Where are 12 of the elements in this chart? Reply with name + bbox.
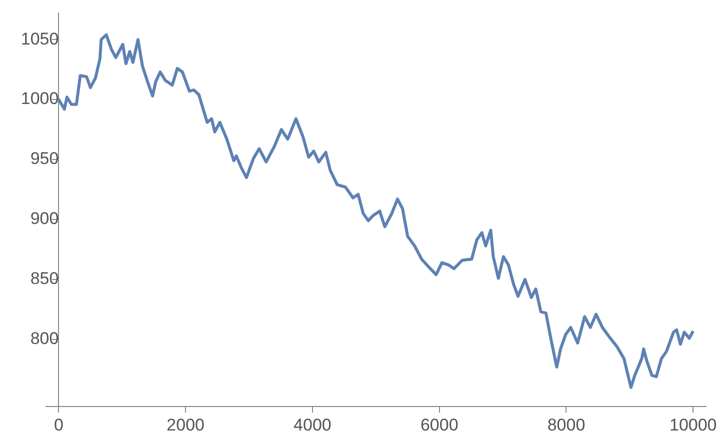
x-tick-label: 0 [54, 415, 64, 434]
x-tick-label: 8000 [547, 415, 586, 434]
y-tick-label: 1050 [20, 29, 59, 48]
y-tick-label: 850 [30, 269, 59, 288]
y-tick-label: 1000 [20, 89, 59, 108]
x-tick-label: 10000 [669, 415, 717, 434]
x-tick-label: 6000 [420, 415, 458, 434]
y-tick-label: 950 [30, 149, 59, 168]
y-tick-label: 900 [30, 209, 59, 228]
y-tick-label: 800 [30, 329, 59, 348]
x-tick-label: 4000 [294, 415, 332, 434]
x-tick-label: 2000 [166, 415, 204, 434]
